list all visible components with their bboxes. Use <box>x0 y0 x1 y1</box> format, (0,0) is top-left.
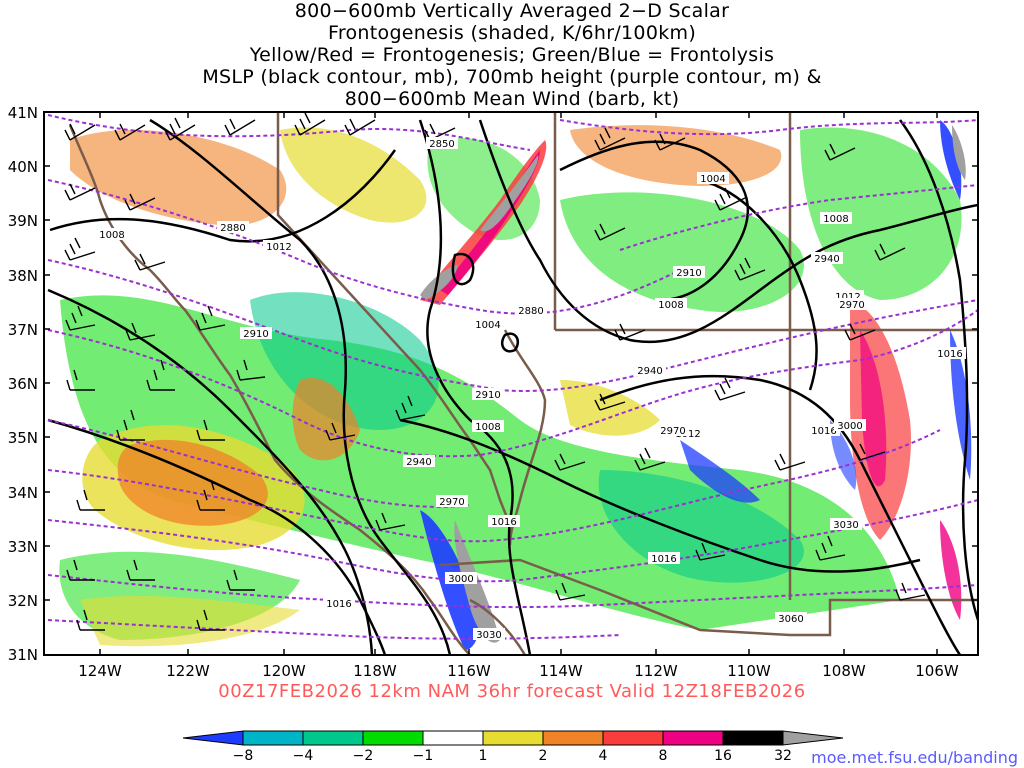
longitude-axis: 124W 122W 120W 118W 116W 114W 112W 110W … <box>78 112 959 680</box>
colorbar-arrow-low <box>182 730 244 746</box>
lat-label: 33N <box>8 538 38 556</box>
colorbar-tick-label: 8 <box>659 748 668 764</box>
mslp-label: 1016 <box>326 599 351 610</box>
lat-label: 32N <box>8 592 38 610</box>
height-label: 3030 <box>833 520 858 531</box>
colorbar-tick-label: 32 <box>774 748 792 764</box>
lat-label: 37N <box>8 321 38 339</box>
lon-label: 120W <box>262 662 306 680</box>
lon-label: 118W <box>353 662 397 680</box>
map-plot-area <box>47 112 978 655</box>
mslp-label: 1008 <box>823 214 848 225</box>
mslp-label: 1016 <box>651 554 676 565</box>
height-label-group: 2850 2880 2910 2880 2910 2940 2910 2940 … <box>217 137 868 641</box>
colorbar-tick-label: −4 <box>293 748 314 764</box>
colorbar-tick-label: −1 <box>413 748 434 764</box>
colorbar-tick-label: 4 <box>599 748 608 764</box>
mslp-label: 1004 <box>475 320 500 331</box>
wind-barbs <box>64 112 926 631</box>
height-label: 3000 <box>448 574 473 585</box>
height-contours <box>47 114 978 640</box>
mslp-label: 1016 <box>811 426 836 437</box>
colorbar-swatch <box>482 730 544 746</box>
colorbar-tick-label: −8 <box>233 748 254 764</box>
lon-label: 108W <box>822 662 866 680</box>
colorbar-swatch <box>362 730 424 746</box>
mslp-label: 1008 <box>99 230 124 241</box>
lon-label: 114W <box>539 662 583 680</box>
colorbar: −8 −4 −2 −1 1 2 4 8 16 32 <box>182 730 844 764</box>
height-label: 3030 <box>476 630 501 641</box>
title-line-5: 800−600mb Mean Wind (barb, kt) <box>344 88 680 110</box>
height-label: 2880 <box>220 223 245 234</box>
colorbar-tick-label: −2 <box>353 748 374 764</box>
height-label: 3000 <box>837 421 862 432</box>
colorbar-arrow-high <box>782 730 844 746</box>
colorbar-swatch <box>722 730 784 746</box>
height-label: 2970 <box>660 426 685 437</box>
valid-time-label: 00Z17FEB2026 12km NAM 36hr forecast Vali… <box>218 681 806 702</box>
title-line-1: 800−600mb Vertically Averaged 2−D Scalar <box>294 0 730 22</box>
lon-label: 106W <box>915 662 959 680</box>
title-line-3: Yellow/Red = Frontogenesis; Green/Blue =… <box>249 44 775 66</box>
height-label: 2970 <box>839 300 864 311</box>
colorbar-swatch <box>422 730 484 746</box>
lat-label: 36N <box>8 375 38 393</box>
mslp-label: 1016 <box>491 517 516 528</box>
colorbar-swatch <box>542 730 604 746</box>
lat-label: 40N <box>8 158 38 176</box>
mslp-label: 1008 <box>475 422 500 433</box>
height-label: 2910 <box>676 268 701 279</box>
source-credit: moe.met.fsu.edu/banding <box>811 748 1018 767</box>
height-label: 2850 <box>429 139 454 150</box>
title-line-4: MSLP (black contour, mb), 700mb height (… <box>202 66 822 88</box>
title-line-2: Frontogenesis (shaded, K/6hr/100km) <box>327 22 697 44</box>
height-label: 2970 <box>439 497 464 508</box>
height-label: 2910 <box>243 329 268 340</box>
latitude-axis: 41N 40N 39N 38N 37N 36N 35N 34N 33N 32N … <box>8 104 978 664</box>
lon-label: 116W <box>447 662 491 680</box>
lat-label: 31N <box>8 646 38 664</box>
mslp-label: 1012 <box>835 292 860 303</box>
colorbar-tick-label: 1 <box>479 748 488 764</box>
state-borders <box>68 112 978 655</box>
colorbar-swatch <box>662 730 724 746</box>
lat-label: 39N <box>8 212 38 230</box>
lat-label: 41N <box>8 104 38 122</box>
mslp-label-group: 1008 1012 1004 1008 1004 1008 1012 1012 … <box>96 172 966 610</box>
height-label: 2910 <box>475 390 500 401</box>
height-label: 2880 <box>518 306 543 317</box>
colorbar-swatch <box>302 730 364 746</box>
mslp-label: 1016 <box>937 349 962 360</box>
colorbar-swatch <box>242 730 304 746</box>
lon-label: 110W <box>727 662 771 680</box>
mslp-label: 1004 <box>700 174 725 185</box>
height-label: 2940 <box>406 457 431 468</box>
lon-label: 122W <box>166 662 210 680</box>
mslp-label: 1012 <box>266 242 291 253</box>
colorbar-swatch <box>602 730 664 746</box>
lat-label: 34N <box>8 484 38 502</box>
lon-label: 124W <box>78 662 122 680</box>
height-label: 3060 <box>778 614 803 625</box>
height-label: 2940 <box>814 254 839 265</box>
lon-label: 112W <box>634 662 678 680</box>
height-label: 2940 <box>637 366 662 377</box>
colorbar-tick-label: 2 <box>539 748 548 764</box>
lat-label: 38N <box>8 267 38 285</box>
lat-label: 35N <box>8 429 38 447</box>
mslp-label: 1008 <box>658 300 683 311</box>
colorbar-tick-label: 16 <box>714 748 732 764</box>
